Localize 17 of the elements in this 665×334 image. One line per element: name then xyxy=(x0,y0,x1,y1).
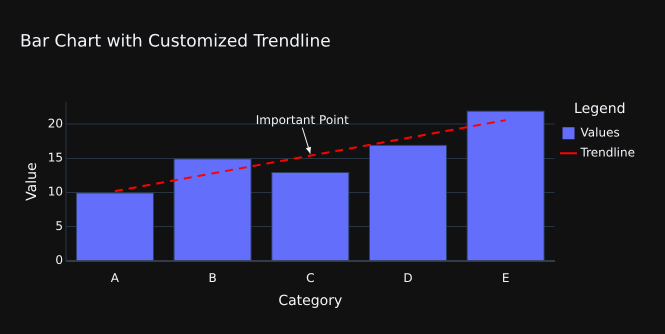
y-tick-label: 15 xyxy=(48,150,64,165)
x-tick-label: B xyxy=(208,271,217,286)
x-tick-label: A xyxy=(110,271,120,286)
y-tick-label: 0 xyxy=(55,252,64,267)
y-tick-label: 5 xyxy=(55,218,64,233)
y-tick-label: 10 xyxy=(48,184,64,199)
x-tick-label: E xyxy=(502,271,510,286)
y-axis-title: Value xyxy=(24,162,40,201)
x-tick-label: C xyxy=(306,271,314,286)
y-tick-label: 20 xyxy=(48,116,64,130)
x-tick-label: D xyxy=(403,271,413,286)
chart-title: Bar Chart with Customized Trendline xyxy=(20,32,331,52)
x-axis-title: Category xyxy=(278,293,342,310)
legend-label: Values xyxy=(580,125,620,140)
legend-label: Trendline xyxy=(580,145,635,160)
legend-title: Legend xyxy=(574,101,626,118)
annotation: Important Point xyxy=(256,112,350,127)
